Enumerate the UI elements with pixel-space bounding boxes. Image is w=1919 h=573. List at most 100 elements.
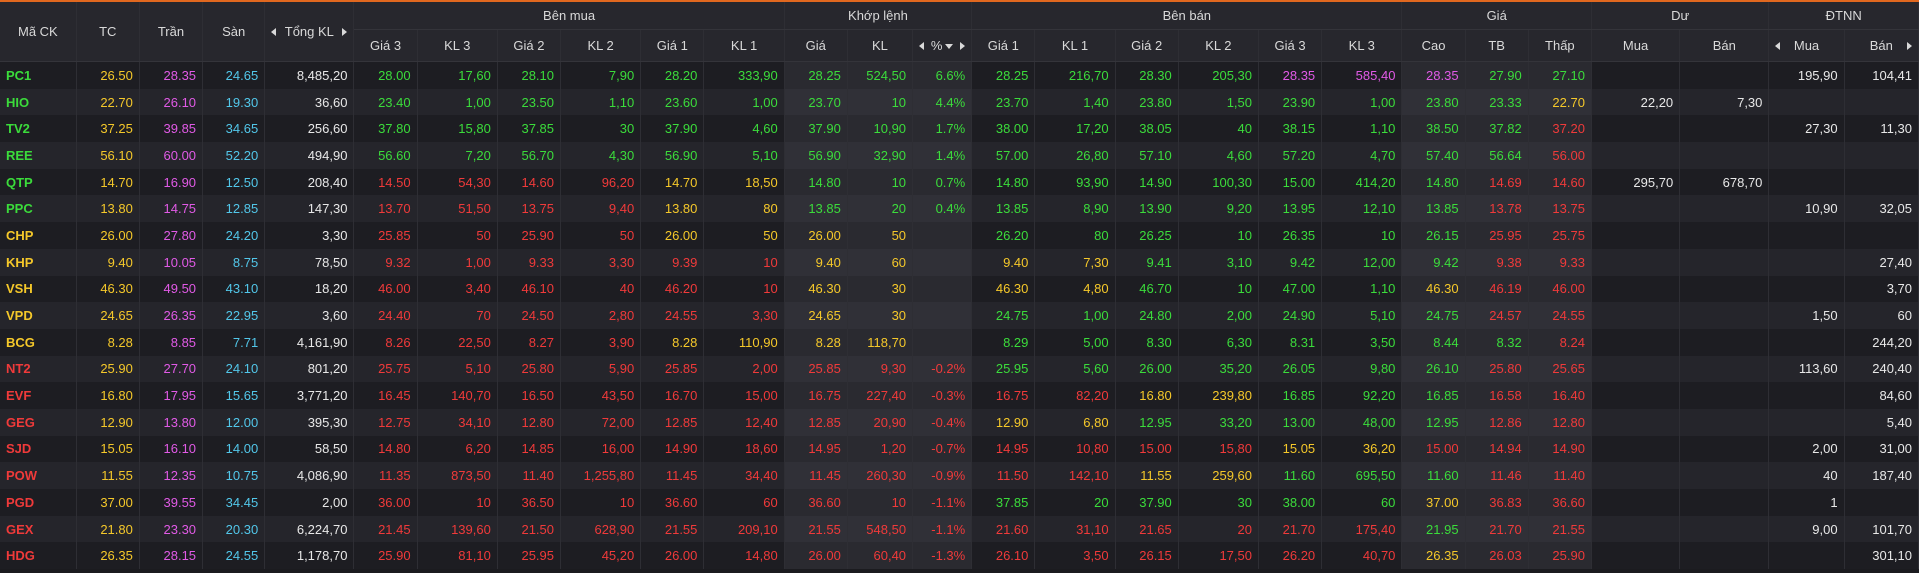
ref-price-cell[interactable]: 9.40	[76, 248, 140, 276]
col-nn-mua[interactable]: Mua	[1768, 29, 1845, 62]
ceiling-price-cell[interactable]: 14.75	[139, 195, 204, 223]
bid-price-2-cell[interactable]: 9.33	[497, 248, 562, 276]
foreign-sell-cell[interactable]	[1844, 142, 1919, 169]
ask-vol-2-cell[interactable]: 1,50	[1178, 88, 1260, 116]
ask-vol-1-cell[interactable]: 26,80	[1034, 142, 1116, 169]
foreign-sell-cell[interactable]: 301,10	[1844, 542, 1919, 570]
pct-next-icon[interactable]	[960, 41, 966, 50]
bid-price-1-cell[interactable]: 56.90	[640, 142, 705, 169]
ceiling-price-cell[interactable]: 10.05	[139, 248, 204, 276]
ask-vol-3-cell[interactable]: 3,50	[1321, 328, 1403, 356]
bid-vol-2-cell[interactable]: 40	[560, 275, 642, 303]
ask-vol-3-cell[interactable]: 1,00	[1321, 88, 1403, 116]
match-vol-cell[interactable]: 60,40	[847, 542, 914, 570]
ask-vol-3-cell[interactable]: 1,10	[1321, 275, 1403, 303]
ask-price-2-cell[interactable]: 28.30	[1115, 61, 1179, 89]
bid-vol-1-cell[interactable]: 15,00	[703, 382, 785, 409]
high-price-cell[interactable]: 38.50	[1401, 115, 1466, 143]
match-pct-cell[interactable]: 1.4%	[912, 142, 973, 169]
bid-price-3-cell[interactable]: 8.26	[353, 328, 418, 356]
ask-vol-2-cell[interactable]: 205,30	[1178, 61, 1260, 89]
match-vol-cell[interactable]: 524,50	[847, 61, 914, 89]
match-vol-cell[interactable]: 10,90	[847, 115, 914, 143]
table-row[interactable]: PGD 37.00 39.55 34.45 2,00 36.00 10 36.50 10 36.6…	[0, 489, 1919, 516]
bid-vol-2-cell[interactable]: 43,50	[560, 382, 642, 409]
col-buy-gia3[interactable]: Giá 3	[353, 29, 418, 62]
floor-price-cell[interactable]: 12.00	[202, 408, 266, 436]
bid-price-3-cell[interactable]: 12.75	[353, 408, 418, 436]
match-pct-cell[interactable]: 0.7%	[912, 168, 973, 196]
bid-price-3-cell[interactable]: 14.80	[353, 435, 418, 463]
high-price-cell[interactable]: 46.30	[1401, 275, 1466, 303]
ref-price-cell[interactable]: 13.80	[76, 195, 140, 223]
residual-sell-cell[interactable]	[1679, 275, 1770, 303]
ask-price-3-cell[interactable]: 26.35	[1258, 222, 1323, 249]
bid-price-2-cell[interactable]: 11.40	[497, 462, 562, 489]
ask-vol-1-cell[interactable]: 216,70	[1034, 61, 1116, 89]
match-price-cell[interactable]: 28.25	[784, 61, 848, 89]
ask-vol-2-cell[interactable]: 17,50	[1178, 542, 1260, 570]
ref-price-cell[interactable]: 8.28	[76, 328, 140, 356]
high-price-cell[interactable]: 16.85	[1401, 382, 1466, 409]
ask-price-3-cell[interactable]: 21.70	[1258, 515, 1323, 543]
col-sell-kl1[interactable]: KL 1	[1034, 29, 1116, 62]
ask-vol-1-cell[interactable]: 7,30	[1034, 248, 1116, 276]
residual-buy-cell[interactable]	[1591, 275, 1681, 303]
match-pct-cell[interactable]: -0.3%	[912, 382, 973, 409]
table-row[interactable]: NT2 25.90 27.70 24.10 801,20 25.75 5,10 25.80 5,…	[0, 355, 1919, 383]
col-tran[interactable]: Trần	[139, 2, 204, 62]
residual-buy-cell[interactable]	[1591, 515, 1681, 543]
ceiling-price-cell[interactable]: 39.55	[139, 489, 204, 516]
foreign-buy-cell[interactable]	[1768, 88, 1845, 116]
symbol-cell[interactable]: KHP	[0, 248, 77, 276]
ask-price-3-cell[interactable]: 38.00	[1258, 489, 1323, 516]
high-price-cell[interactable]: 15.00	[1401, 435, 1466, 463]
ask-price-2-cell[interactable]: 16.80	[1115, 382, 1179, 409]
match-vol-cell[interactable]: 32,90	[847, 142, 914, 169]
bid-vol-2-cell[interactable]: 4,30	[560, 142, 642, 169]
residual-buy-cell[interactable]	[1591, 248, 1681, 276]
dtnn-prev-icon[interactable]	[1775, 41, 1781, 50]
bid-price-1-cell[interactable]: 8.28	[640, 328, 705, 356]
bid-vol-3-cell[interactable]: 22,50	[417, 328, 498, 356]
ask-price-3-cell[interactable]: 28.35	[1258, 61, 1323, 89]
residual-sell-cell[interactable]	[1679, 328, 1770, 356]
table-row[interactable]: GEG 12.90 13.80 12.00 395,30 12.75 34,10 12.80 7…	[0, 408, 1919, 436]
residual-buy-cell[interactable]	[1591, 222, 1681, 249]
low-price-cell[interactable]: 56.00	[1528, 142, 1592, 169]
match-price-cell[interactable]: 12.85	[784, 408, 848, 436]
floor-price-cell[interactable]: 7.71	[202, 328, 266, 356]
match-price-cell[interactable]: 36.60	[784, 489, 848, 516]
total-volume-cell[interactable]: 8,485,20	[264, 61, 355, 89]
floor-price-cell[interactable]: 52.20	[202, 142, 266, 169]
high-price-cell[interactable]: 21.95	[1401, 515, 1466, 543]
residual-sell-cell[interactable]	[1679, 61, 1770, 89]
foreign-sell-cell[interactable]	[1844, 222, 1919, 249]
match-vol-cell[interactable]: 10	[847, 88, 914, 116]
total-volume-cell[interactable]: 6,224,70	[264, 515, 355, 543]
low-price-cell[interactable]: 14.60	[1528, 168, 1592, 196]
bid-vol-1-cell[interactable]: 12,40	[703, 408, 785, 436]
bid-price-1-cell[interactable]: 25.85	[640, 355, 705, 383]
low-price-cell[interactable]: 25.75	[1528, 222, 1592, 249]
ref-price-cell[interactable]: 24.65	[76, 302, 140, 329]
residual-buy-cell[interactable]	[1591, 489, 1681, 516]
symbol-cell[interactable]: GEX	[0, 515, 77, 543]
ask-vol-2-cell[interactable]: 259,60	[1178, 462, 1260, 489]
ask-price-3-cell[interactable]: 9.42	[1258, 248, 1323, 276]
symbol-cell[interactable]: EVF	[0, 382, 77, 409]
bid-vol-1-cell[interactable]: 14,80	[703, 542, 785, 570]
total-volume-cell[interactable]: 208,40	[264, 168, 355, 196]
residual-buy-cell[interactable]	[1591, 408, 1681, 436]
total-volume-cell[interactable]: 801,20	[264, 355, 355, 383]
bid-price-1-cell[interactable]: 46.20	[640, 275, 705, 303]
match-price-cell[interactable]: 21.55	[784, 515, 848, 543]
bid-vol-2-cell[interactable]: 96,20	[560, 168, 642, 196]
ref-price-cell[interactable]: 16.80	[76, 382, 140, 409]
symbol-cell[interactable]: PGD	[0, 489, 77, 516]
bid-vol-1-cell[interactable]: 80	[703, 195, 785, 223]
table-row[interactable]: TV2 37.25 39.85 34.65 256,60 37.80 15,80 37.85 3…	[0, 115, 1919, 143]
total-volume-cell[interactable]: 2,00	[264, 489, 355, 516]
bid-price-2-cell[interactable]: 12.80	[497, 408, 562, 436]
table-row[interactable]: GEX 21.80 23.30 20.30 6,224,70 21.45 139,60 21.…	[0, 515, 1919, 543]
